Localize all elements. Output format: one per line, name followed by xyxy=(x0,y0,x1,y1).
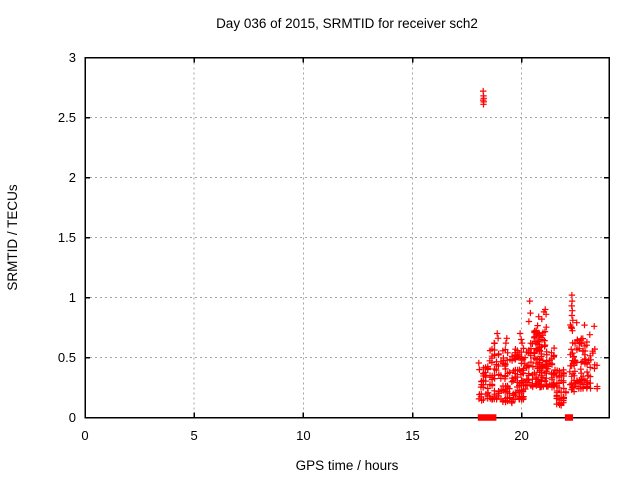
y-tick-label: 1 xyxy=(69,290,76,305)
x-tick-label: 10 xyxy=(296,428,310,443)
x-axis-label: GPS time / hours xyxy=(296,458,399,473)
zero-line-squares xyxy=(477,414,573,421)
y-tick-label: 2 xyxy=(69,170,76,185)
scatter-points xyxy=(475,291,601,409)
x-tick-label: 15 xyxy=(405,428,419,443)
x-tick-labels: 0 5 10 15 20 xyxy=(81,428,529,443)
y-tick-label: 3 xyxy=(69,50,76,65)
x-tick-label: 5 xyxy=(191,428,198,443)
x-tick-label: 0 xyxy=(81,428,88,443)
chart-title: Day 036 of 2015, SRMTID for receiver sch… xyxy=(216,16,478,31)
x-tick-label: 20 xyxy=(514,428,528,443)
axis-ticks xyxy=(84,56,609,419)
outlier-points xyxy=(480,87,487,108)
y-tick-label: 0.5 xyxy=(58,350,76,365)
y-tick-labels: 0 0.5 1 1.5 2 2.5 3 xyxy=(58,50,76,425)
y-axis-label: SRMTID / TECUs xyxy=(5,184,20,291)
y-tick-label: 0 xyxy=(69,410,76,425)
y-tick-label: 2.5 xyxy=(58,110,76,125)
y-tick-label: 1.5 xyxy=(58,230,76,245)
